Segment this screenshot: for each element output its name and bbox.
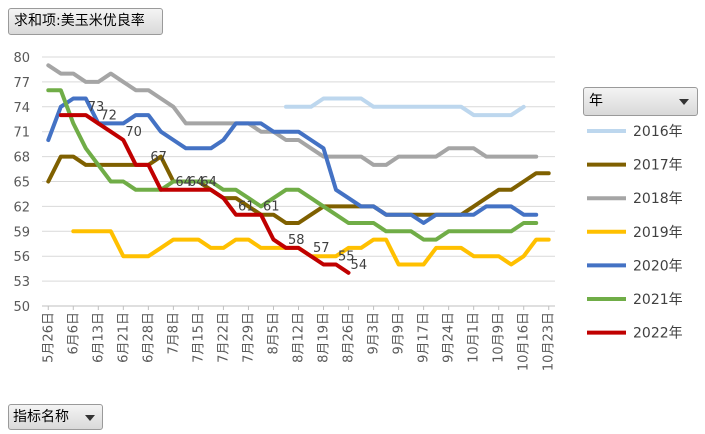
series-field-dropdown[interactable]: 年 (583, 87, 698, 116)
x-axis: 5月26日 6月6日 6月13日 6月21日 6月28日 7月8日 7月15日 7月22日 7月… (41, 305, 557, 371)
y-tick-label: 65 (13, 176, 30, 191)
y-tick-label: 77 (13, 76, 30, 91)
x-tick-label: 9月24日 (442, 312, 457, 363)
series-line-2019年 (71, 229, 551, 267)
x-tick-label: 9月9日 (392, 312, 407, 355)
data-label: 57 (313, 241, 330, 256)
legend-item-label: 2021年 (633, 292, 683, 308)
y-tick-label: 68 (13, 151, 30, 166)
x-tick-label: 8月5日 (266, 312, 281, 355)
data-label: 55 (338, 250, 355, 265)
data-label: 64 (188, 175, 205, 190)
x-tick-label: 7月8日 (166, 312, 181, 355)
x-tick-label: 8月12日 (292, 312, 307, 363)
chevron-down-icon (679, 99, 689, 105)
row-field-label: 指标名称 (13, 409, 69, 425)
x-tick-label: 8月19日 (317, 312, 332, 363)
data-label: 61 (238, 200, 255, 215)
x-tick-label: 9月17日 (417, 312, 432, 363)
data-label: 72 (100, 108, 117, 123)
chevron-down-icon (85, 415, 95, 421)
series-line-2017年 (46, 154, 551, 225)
pivot-title-button[interactable]: 求和项:美玉米优良率 (8, 8, 163, 35)
legend: 2016年 2017年 2018年 2019年 2020年 2021年 2022年 (587, 124, 683, 342)
y-tick-label: 50 (13, 300, 30, 315)
x-tick-label: 8月26日 (342, 312, 357, 363)
x-tick-label: 7月22日 (216, 312, 231, 363)
x-tick-label: 10月1日 (467, 312, 482, 363)
y-tick-label: 56 (13, 250, 30, 265)
legend-item-label: 2019年 (633, 225, 683, 241)
data-label: 58 (288, 233, 305, 248)
x-tick-label: 6月13日 (91, 312, 106, 363)
x-tick-label: 5月26日 (41, 312, 56, 363)
data-label: 73 (88, 100, 105, 115)
x-tick-label: 7月15日 (191, 312, 206, 363)
y-tick-label: 74 (13, 101, 30, 116)
data-label: 64 (200, 175, 217, 190)
series-line-2016年 (284, 96, 526, 118)
legend-item-label: 2017年 (633, 158, 683, 174)
series-line-2018年 (46, 63, 539, 167)
series-line-2020年 (46, 96, 539, 225)
y-tick-label: 59 (13, 225, 30, 240)
y-tick-label: 53 (13, 275, 30, 290)
data-label: 64 (175, 175, 192, 190)
pivot-title-label: 求和项:美玉米优良率 (14, 13, 145, 29)
legend-item-label: 2018年 (633, 191, 683, 207)
y-tick-label: 62 (13, 200, 30, 215)
series-lines (46, 63, 551, 275)
data-label: 70 (125, 125, 142, 140)
legend-item-label: 2020年 (633, 258, 683, 274)
series-line-2022年 (58, 113, 351, 275)
data-label: 61 (263, 200, 280, 215)
x-tick-label: 7月29日 (241, 312, 256, 363)
x-tick-label: 6月21日 (116, 312, 131, 363)
x-tick-label: 10月9日 (492, 312, 507, 363)
y-axis: 50 53 56 59 62 65 68 71 74 77 80 (13, 51, 30, 315)
row-field-dropdown[interactable]: 指标名称 (8, 404, 103, 430)
series-field-label: 年 (589, 93, 603, 109)
data-label: 67 (150, 150, 167, 165)
series-line-2021年 (46, 88, 539, 242)
x-tick-label: 6月6日 (66, 312, 81, 355)
y-tick-label: 71 (13, 126, 30, 141)
x-tick-label: 6月28日 (141, 312, 156, 363)
legend-item-label: 2016年 (633, 124, 683, 140)
x-tick-label: 9月3日 (367, 312, 382, 355)
y-tick-label: 80 (13, 51, 30, 66)
data-label: 54 (351, 258, 368, 273)
x-tick-label: 10月23日 (542, 312, 557, 371)
legend-item-label: 2022年 (633, 326, 683, 342)
x-tick-label: 10月16日 (517, 312, 532, 371)
